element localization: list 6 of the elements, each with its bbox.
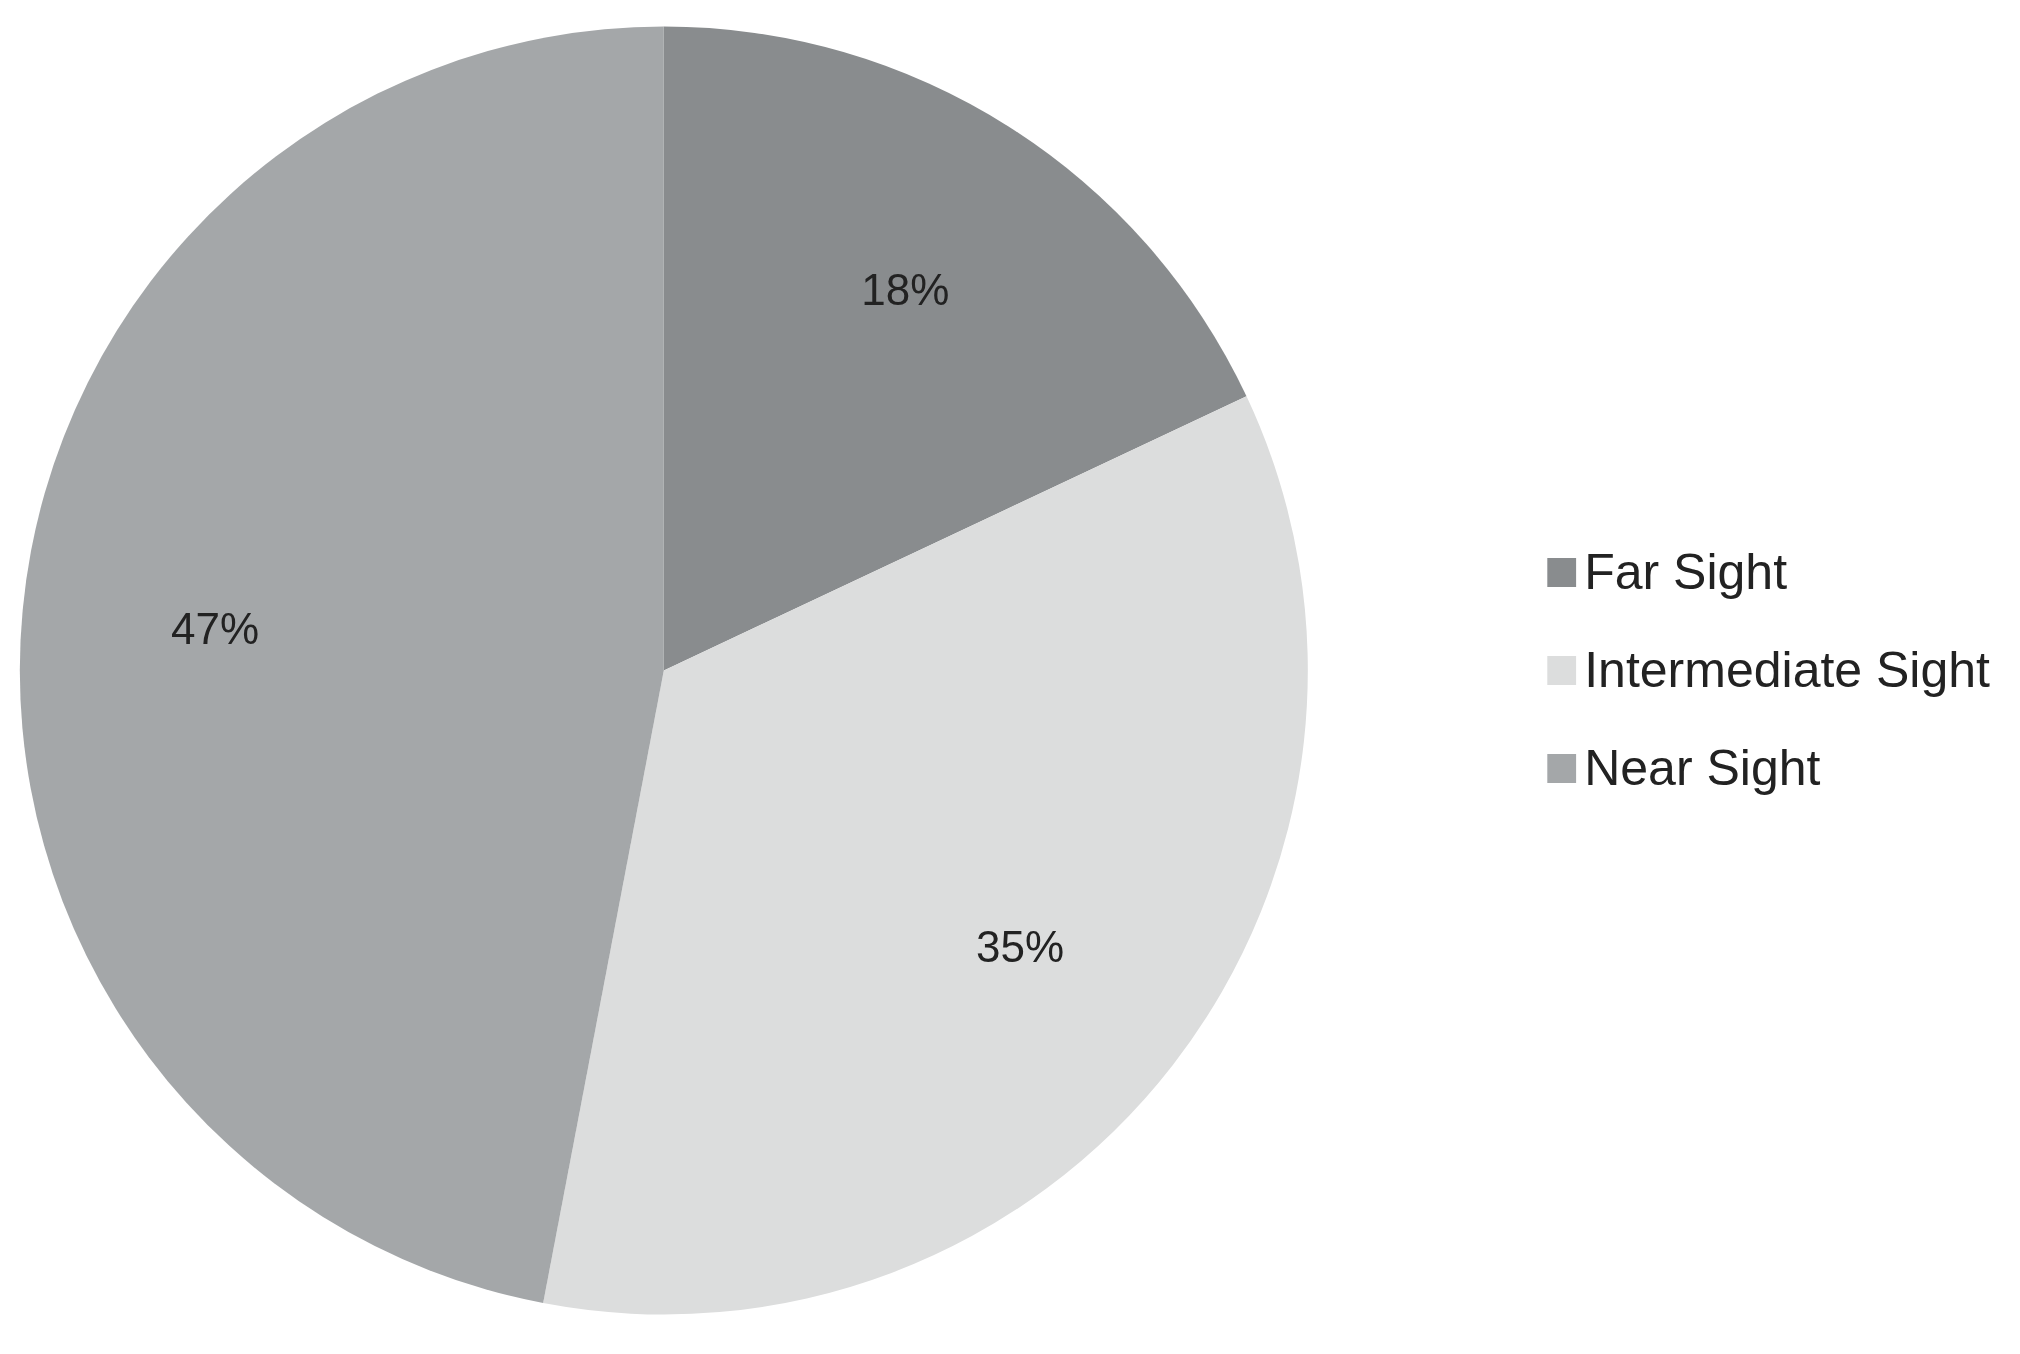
legend-label: Far Sight [1584, 543, 1788, 601]
data-label: 47% [170, 603, 260, 653]
data-label: 35% [975, 922, 1065, 972]
legend-label: Intermediate Sight [1584, 641, 1990, 699]
legend-label: Near Sight [1584, 739, 1821, 797]
data-label: 18% [861, 265, 950, 315]
